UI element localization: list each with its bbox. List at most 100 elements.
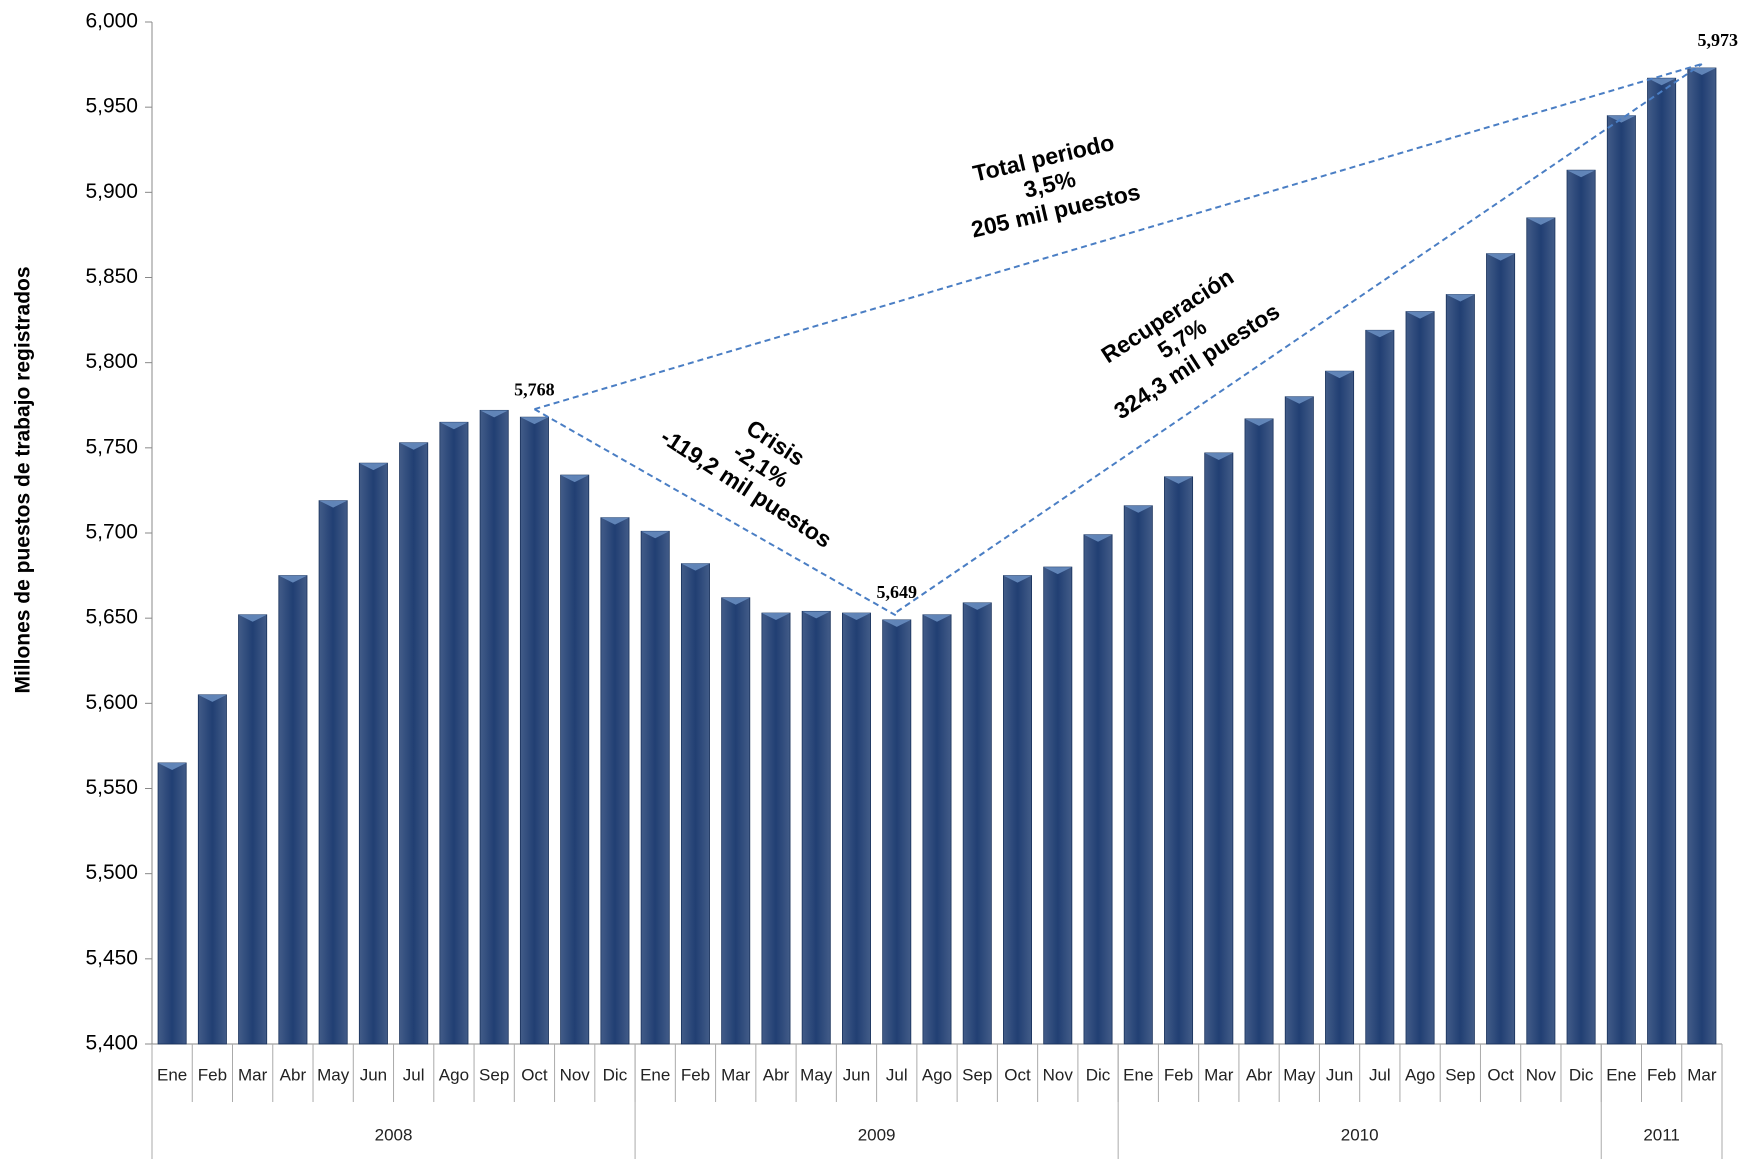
y-tick-label: 5,600: [85, 691, 138, 714]
x-tick-label: Sep: [1445, 1065, 1475, 1084]
bar: [197, 694, 227, 1045]
bar: [399, 442, 429, 1045]
bar-cap: [963, 602, 992, 610]
bar: [1123, 505, 1153, 1045]
x-tick-label: Mar: [721, 1065, 751, 1084]
x-tick-label: Oct: [1004, 1065, 1031, 1084]
bar: [479, 409, 509, 1045]
bar: [238, 614, 268, 1045]
x-tick-label: Oct: [1487, 1065, 1514, 1084]
y-tick-label: 5,850: [85, 265, 138, 288]
bar-cap: [278, 575, 307, 583]
y-tick-label: 5,500: [85, 861, 138, 884]
x-tick-label: Abr: [280, 1065, 307, 1084]
bar: [882, 619, 912, 1045]
x-tick-label: Sep: [479, 1065, 509, 1084]
x-tick-label: Ago: [439, 1065, 469, 1084]
bar-cap: [882, 619, 911, 627]
bar: [1003, 575, 1033, 1045]
year-label: 2011: [1643, 1125, 1680, 1144]
bar-cap: [922, 614, 952, 622]
y-axis-label: Millones de puestos de trabajo registrad…: [12, 266, 35, 693]
bar: [439, 421, 469, 1045]
bar: [721, 597, 751, 1045]
bar: [358, 462, 388, 1045]
x-tick-label: May: [1283, 1065, 1316, 1084]
bar-cap: [319, 500, 348, 508]
bar-cap: [238, 614, 267, 622]
y-tick-label: 5,750: [85, 435, 138, 458]
x-tick-label: Feb: [198, 1065, 227, 1084]
y-tick-label: 6,000: [85, 10, 138, 33]
year-label: 2008: [375, 1125, 413, 1144]
bar: [278, 575, 308, 1045]
bar: [1284, 396, 1314, 1045]
bar-cap: [600, 517, 630, 525]
bar: [1445, 294, 1475, 1045]
x-tick-label: Ene: [1606, 1065, 1636, 1084]
y-tick-label: 5,900: [85, 180, 138, 203]
value-label: 5,649: [876, 582, 917, 602]
bar: [1164, 476, 1194, 1045]
x-tick-label: May: [800, 1065, 833, 1084]
bar: [560, 474, 590, 1045]
x-tick-label: Jul: [403, 1065, 425, 1084]
bar: [157, 762, 187, 1045]
x-tick-label: Nov: [1526, 1065, 1557, 1084]
x-tick-label: Ago: [1405, 1065, 1435, 1084]
bar-cap: [1204, 452, 1233, 460]
year-label: 2010: [1341, 1125, 1379, 1144]
x-tick-label: Dic: [1569, 1065, 1594, 1084]
x-tick-label: Jun: [1326, 1065, 1353, 1084]
bar: [1566, 169, 1596, 1045]
bar: [1526, 217, 1556, 1045]
bar-cap: [721, 597, 750, 605]
value-label: 5,973: [1698, 30, 1739, 50]
bar: [761, 612, 791, 1045]
x-tick-label: Jun: [360, 1065, 387, 1084]
y-tick-label: 5,550: [85, 776, 138, 799]
x-tick-label: Ene: [640, 1065, 670, 1084]
x-tick-label: Dic: [1086, 1065, 1111, 1084]
x-tick-label: Oct: [521, 1065, 548, 1084]
bar-cap: [439, 422, 469, 430]
value-label: 5,768: [514, 379, 555, 399]
x-tick-label: Mar: [1687, 1065, 1717, 1084]
x-tick-label: Feb: [681, 1065, 710, 1084]
x-tick-label: Feb: [1647, 1065, 1676, 1084]
x-tick-label: Jul: [886, 1065, 908, 1084]
bar-cap: [1003, 575, 1032, 583]
bar: [1204, 452, 1234, 1045]
x-tick-label: Dic: [603, 1065, 628, 1084]
x-tick-label: Nov: [1043, 1065, 1074, 1084]
bar-cap: [1486, 253, 1515, 261]
trend-line: [896, 63, 1703, 613]
y-tick-label: 5,950: [85, 95, 138, 118]
trend-line: [534, 63, 1703, 411]
bar: [519, 416, 549, 1045]
y-tick-label: 5,400: [85, 1032, 138, 1055]
bar: [680, 563, 710, 1045]
bar-cap: [1124, 505, 1153, 513]
x-tick-label: Ene: [157, 1065, 187, 1084]
annotation: Crisis-2,1%-119,2 mil puestos: [656, 414, 836, 552]
bar-cap: [520, 417, 549, 425]
x-tick-label: Ene: [1123, 1065, 1153, 1084]
bar-cap: [198, 694, 227, 702]
y-tick-label: 5,700: [85, 521, 138, 544]
bar: [962, 602, 992, 1045]
bar: [1606, 115, 1636, 1045]
bar-cap: [681, 563, 710, 571]
y-tick-label: 5,800: [85, 350, 138, 373]
bar: [1083, 534, 1113, 1045]
x-tick-label: Mar: [238, 1065, 268, 1084]
bar: [318, 500, 348, 1045]
x-tick-label: Abr: [763, 1065, 790, 1084]
bar-cap: [1244, 418, 1274, 426]
bar-cap: [761, 613, 791, 621]
bar-cap: [1164, 476, 1193, 484]
bar-cap: [1567, 170, 1596, 178]
bar-cap: [480, 410, 509, 418]
